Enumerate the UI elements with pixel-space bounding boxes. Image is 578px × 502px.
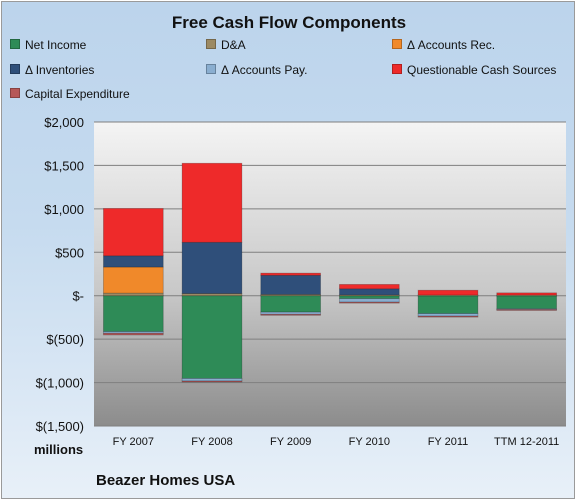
bar-segment bbox=[103, 208, 164, 257]
plot-area bbox=[94, 122, 566, 426]
x-tick-label: FY 2007 bbox=[113, 436, 154, 448]
bar-segment bbox=[181, 241, 243, 294]
bar-segment bbox=[339, 298, 400, 303]
legend-label: Questionable Cash Sources bbox=[407, 63, 557, 77]
bar-segment bbox=[103, 295, 164, 332]
legend-item-accounts-rec: Δ Accounts Rec. bbox=[392, 38, 495, 52]
bar-segment bbox=[339, 301, 400, 304]
bars bbox=[103, 162, 557, 383]
bar-segment bbox=[339, 284, 400, 290]
legend-swatch bbox=[392, 64, 402, 74]
bar-segment bbox=[496, 294, 557, 297]
legend-swatch bbox=[206, 39, 216, 49]
bar-segment bbox=[260, 311, 321, 315]
bar-segment bbox=[339, 288, 400, 296]
bar-segment bbox=[417, 289, 479, 296]
y-tick-label: $- bbox=[72, 289, 84, 304]
bar-segment bbox=[496, 292, 557, 296]
y-axis-ticks: $2,000 $1,500 $1,000 $500 $- $(500) $(1,000) $(… bbox=[36, 115, 84, 434]
bar-segment bbox=[260, 313, 321, 316]
bar-segment bbox=[181, 162, 243, 243]
x-tick-label: FY 2009 bbox=[270, 436, 311, 448]
bar-segment bbox=[496, 295, 557, 310]
bar-segment bbox=[103, 332, 164, 336]
bar-segment bbox=[181, 295, 243, 379]
bar-segment bbox=[496, 309, 557, 311]
bar-segment bbox=[260, 274, 321, 295]
y-tick-label: $1,000 bbox=[44, 202, 84, 217]
bar-segment bbox=[103, 292, 164, 297]
legend-label: Δ Inventories bbox=[25, 63, 95, 77]
bar-segment bbox=[417, 294, 479, 297]
bar-segment bbox=[417, 295, 479, 314]
legend-item-da: D&A bbox=[206, 38, 246, 52]
x-axis-labels: FY 2007 FY 2008 FY 2009 FY 2010 FY 2011 TTM 1… bbox=[113, 436, 560, 448]
legend-label: Capital Expenditure bbox=[25, 87, 130, 101]
legend-swatch bbox=[10, 39, 20, 49]
legend-item-net-income: Net Income bbox=[10, 38, 86, 52]
legend-item-capex: Capital Expenditure bbox=[10, 87, 130, 101]
legend-item-inventories: Δ Inventories bbox=[10, 63, 94, 77]
bar-segment bbox=[260, 272, 321, 276]
legend-label: Net Income bbox=[25, 38, 87, 52]
y-tick-label: $2,000 bbox=[44, 115, 84, 130]
x-tick-label: FY 2008 bbox=[191, 436, 232, 448]
legend-label: D&A bbox=[221, 38, 246, 52]
y-tick-label: $500 bbox=[55, 245, 84, 260]
x-tick-label: FY 2010 bbox=[349, 436, 390, 448]
legend-swatch bbox=[392, 39, 402, 49]
legend-swatch bbox=[10, 88, 20, 98]
chart-legend: Net Income D&A Δ Accounts Rec. Δ Invento… bbox=[0, 0, 578, 110]
units-label: millions bbox=[34, 442, 84, 457]
y-tick-label: $(500) bbox=[46, 332, 84, 347]
y-tick-label: $1,500 bbox=[44, 158, 84, 173]
bar-segment bbox=[103, 255, 164, 268]
legend-swatch bbox=[206, 64, 216, 74]
y-tick-label: $(1,500) bbox=[36, 419, 84, 434]
x-tick-label: TTM 12-2011 bbox=[494, 436, 559, 448]
legend-item-questionable: Questionable Cash Sources bbox=[392, 63, 556, 77]
company-name: Beazer Homes USA bbox=[96, 472, 236, 489]
legend-label: Δ Accounts Rec. bbox=[407, 38, 496, 52]
x-tick-label: FY 2011 bbox=[428, 436, 469, 448]
legend-swatch bbox=[10, 64, 20, 74]
legend-label: Δ Accounts Pay. bbox=[221, 63, 308, 77]
y-tick-label: $(1,000) bbox=[36, 376, 84, 391]
chart-title: Free Cash Flow Components bbox=[171, 13, 407, 32]
bar-segment bbox=[181, 380, 243, 383]
bar-segment bbox=[260, 295, 321, 313]
gridlines bbox=[94, 121, 566, 427]
legend-item-accounts-pay: Δ Accounts Pay. bbox=[206, 63, 308, 77]
bar-segment bbox=[103, 266, 164, 294]
bar-segment bbox=[417, 315, 479, 318]
